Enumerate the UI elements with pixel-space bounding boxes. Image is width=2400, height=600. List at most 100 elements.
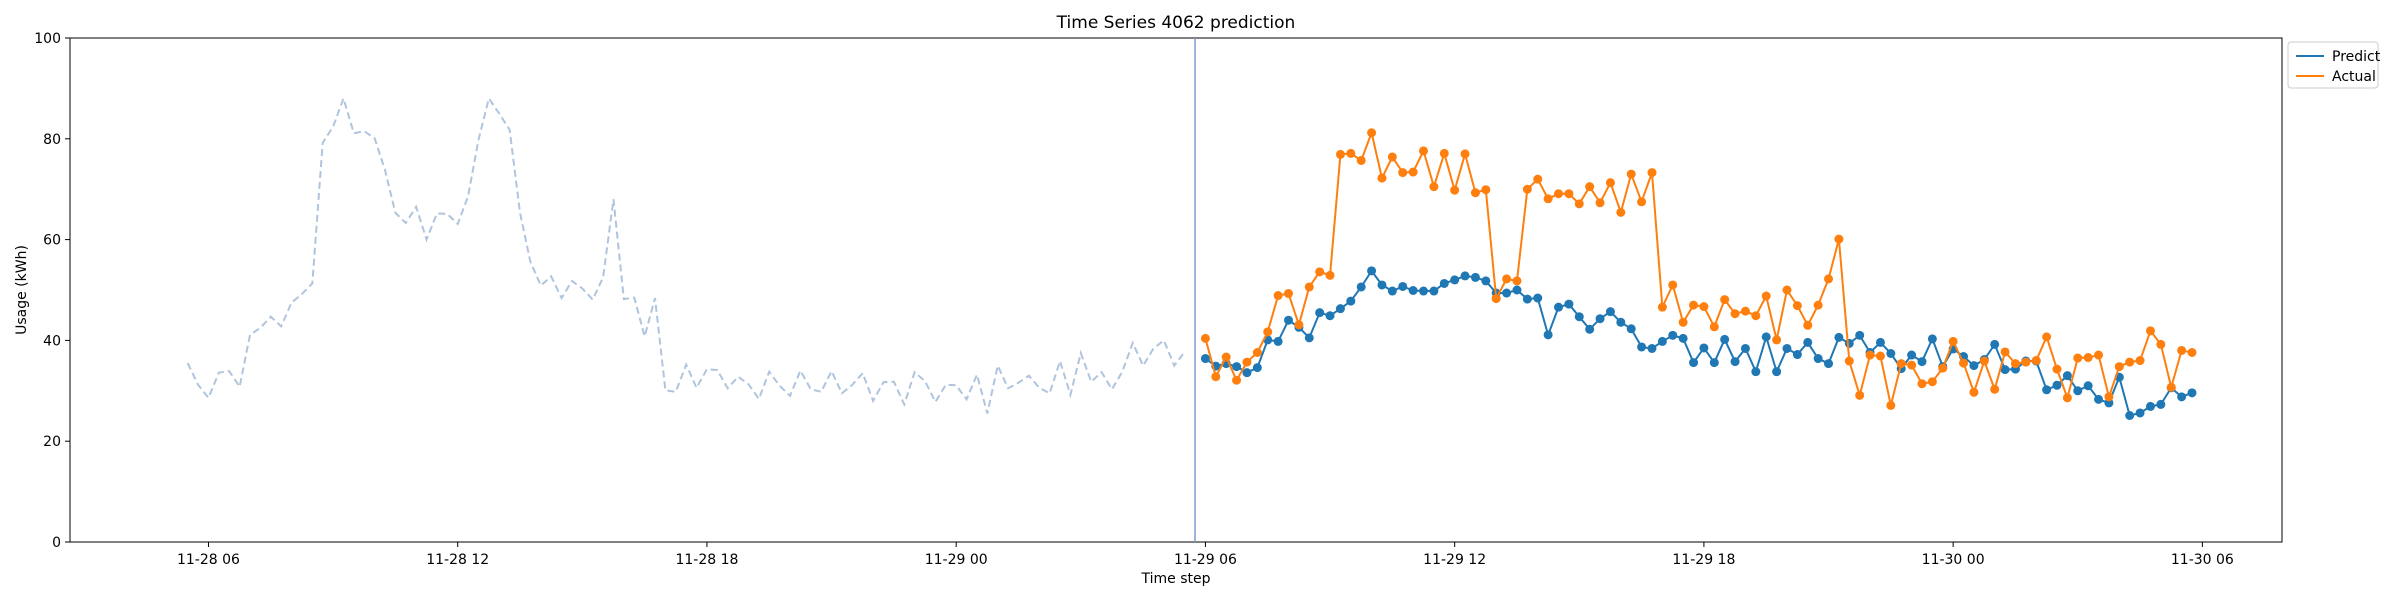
x-tick-label: 11-29 00 (925, 552, 988, 568)
data-point-predict (2187, 388, 2197, 398)
data-point-actual (1803, 320, 1813, 330)
data-point-predict (1605, 307, 1615, 317)
data-point-predict (2177, 392, 2187, 402)
data-point-actual (1720, 295, 1730, 305)
data-point-actual (1419, 146, 1429, 156)
data-point-predict (1969, 361, 1979, 371)
data-point-actual (1398, 168, 1408, 178)
series-line-actual (1204, 129, 2193, 406)
data-point-predict (2042, 385, 2052, 395)
data-point-predict (1398, 281, 1408, 291)
data-point-predict (1315, 308, 1325, 318)
data-point-actual (1979, 356, 1989, 366)
data-point-predict (1689, 358, 1699, 368)
data-point-actual (2000, 347, 2010, 357)
data-point-actual (1543, 194, 1553, 204)
data-point-predict (1772, 367, 1782, 377)
history-line (186, 95, 1186, 414)
x-tick-label: 11-29 06 (1174, 552, 1237, 568)
data-point-actual (1232, 375, 1242, 385)
data-point-predict (1657, 336, 1667, 346)
data-point-actual (1855, 390, 1865, 400)
x-tick-label: 11-28 18 (675, 552, 738, 568)
data-point-actual (2187, 348, 2197, 357)
data-point-actual (1761, 291, 1771, 301)
data-point-predict (2094, 394, 2104, 404)
legend: Predict Actual (2287, 41, 2381, 89)
data-point-actual (1554, 189, 1564, 199)
data-point-predict (1720, 334, 1730, 344)
data-point-actual (1439, 148, 1449, 158)
data-point-predict (1335, 304, 1345, 314)
data-point-actual (1574, 199, 1584, 209)
data-point-predict (1429, 286, 1439, 296)
data-point-predict (1813, 354, 1823, 364)
data-point-actual (1626, 169, 1636, 179)
data-point-predict (1450, 275, 1460, 285)
data-point-predict (1647, 343, 1657, 353)
data-point-actual (1772, 335, 1782, 345)
data-point-predict (1502, 288, 1512, 298)
data-point-actual (1792, 301, 1802, 311)
data-point-actual (1740, 306, 1750, 316)
series-predict (1200, 266, 2197, 420)
data-point-predict (1533, 293, 1543, 303)
data-point-predict (1252, 363, 1262, 373)
data-point-actual (2145, 326, 2155, 336)
data-point-actual (1647, 168, 1657, 178)
data-point-predict (1460, 271, 1470, 281)
data-point-actual (1294, 320, 1304, 330)
data-point-actual (1450, 185, 1460, 195)
data-point-predict (1543, 330, 1553, 340)
data-point-predict (1346, 296, 1356, 306)
data-point-actual (1605, 178, 1615, 188)
data-point-predict (1834, 332, 1844, 342)
data-point-actual (1709, 322, 1719, 332)
data-point-predict (1875, 337, 1885, 347)
data-point-actual (2052, 364, 2062, 374)
data-point-predict (1907, 350, 1917, 360)
data-point-predict (2073, 386, 2083, 396)
y-tick-label: 100 (34, 31, 61, 47)
data-point-predict (2145, 401, 2155, 411)
data-point-actual (2156, 339, 2166, 349)
data-point-actual (1813, 300, 1823, 310)
data-point-actual (1824, 274, 1834, 284)
data-point-predict (1387, 286, 1397, 296)
data-point-actual (1938, 363, 1948, 373)
data-point-predict (1886, 349, 1896, 358)
y-tick-label: 0 (52, 535, 61, 551)
data-point-predict (1990, 339, 2000, 349)
data-point-predict (1678, 333, 1688, 343)
data-point-predict (2125, 411, 2135, 420)
data-point-actual (1408, 167, 1418, 177)
y-tick-label: 80 (43, 132, 61, 148)
data-point-predict (1242, 368, 1252, 378)
series-layer (186, 38, 2197, 542)
data-point-actual (1689, 300, 1699, 310)
data-point-actual (1335, 149, 1345, 159)
data-point-actual (1273, 291, 1283, 301)
data-point-actual (1377, 173, 1387, 183)
data-point-actual (1886, 400, 1896, 410)
data-point-predict (1564, 299, 1574, 309)
data-point-actual (1969, 387, 1979, 397)
data-point-predict (1439, 278, 1449, 288)
data-point-actual (1367, 128, 1377, 138)
data-point-predict (1574, 312, 1584, 322)
data-point-actual (1834, 234, 1844, 244)
data-point-predict (1844, 338, 1854, 348)
data-point-actual (1699, 302, 1709, 312)
legend-label-predict: Predict (2332, 49, 2381, 65)
data-point-actual (1284, 289, 1293, 299)
data-point-actual (1564, 189, 1574, 199)
data-point-actual (2177, 345, 2187, 355)
data-point-predict (1699, 343, 1709, 353)
data-point-actual (2062, 393, 2072, 403)
x-tick-label: 11-28 12 (426, 552, 489, 568)
data-point-actual (1948, 336, 1958, 346)
data-point-actual (1616, 207, 1626, 217)
data-point-actual (2166, 382, 2176, 392)
data-point-actual (1844, 356, 1854, 366)
data-point-actual (2031, 356, 2041, 366)
